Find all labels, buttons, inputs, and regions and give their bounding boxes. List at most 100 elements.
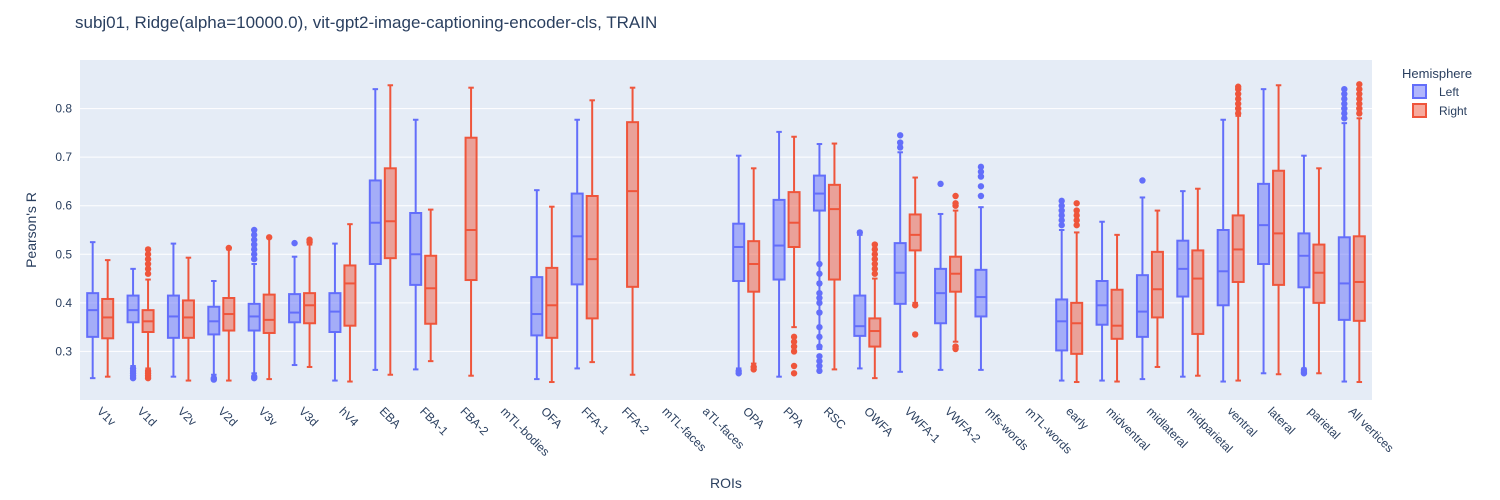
x-tick-label: V3d xyxy=(296,404,321,429)
x-tick-label: PPA xyxy=(780,404,806,430)
x-tick-label: V3v xyxy=(256,404,281,429)
box-iqr xyxy=(343,264,357,327)
outlier-point xyxy=(790,333,798,341)
outlier-point xyxy=(1139,177,1146,184)
x-tick-label: OFA xyxy=(538,404,565,431)
x-tick-label: hV4 xyxy=(336,404,361,429)
box-left xyxy=(409,118,423,371)
outlier-point xyxy=(250,236,258,243)
box-iqr xyxy=(747,240,761,293)
box-right xyxy=(303,236,317,368)
outlier-point xyxy=(952,343,959,350)
outlier-point xyxy=(1341,110,1348,117)
outlier-point xyxy=(871,265,879,273)
box-left xyxy=(86,241,100,380)
box-iqr xyxy=(732,222,746,282)
outlier-point xyxy=(1058,207,1065,214)
outlier-point xyxy=(871,251,879,258)
y-axis-ticks: 0.3 0.4 0.5 0.6 0.7 0.8 xyxy=(55,102,72,359)
outlier-point xyxy=(1058,217,1065,224)
outlier-point xyxy=(1300,366,1308,374)
box-iqr xyxy=(1095,280,1109,326)
outlier-point xyxy=(816,270,823,277)
outlier-point xyxy=(1073,200,1080,207)
outlier-point xyxy=(816,343,823,350)
outlier-point xyxy=(816,362,823,370)
outlier-point xyxy=(1341,105,1348,112)
outlier-point xyxy=(977,168,985,175)
box-left xyxy=(772,130,786,378)
outlier-point xyxy=(1341,100,1348,107)
box-iqr xyxy=(409,212,423,286)
box-iqr xyxy=(181,299,195,339)
outlier-point xyxy=(790,362,798,370)
outlier-point xyxy=(816,280,823,287)
box-right xyxy=(545,205,559,384)
box-iqr xyxy=(1216,229,1230,307)
box-iqr xyxy=(262,293,276,334)
box-iqr xyxy=(827,183,841,281)
outlier-point xyxy=(1356,85,1363,93)
outlier-point xyxy=(952,200,959,207)
box-right xyxy=(1231,83,1245,382)
outlier-point xyxy=(1341,115,1348,122)
y-tick-label: 0.6 xyxy=(55,199,72,213)
x-tick-label: FBA-2 xyxy=(457,404,491,438)
x-tick-label: FBA-1 xyxy=(417,404,451,438)
box-iqr xyxy=(585,195,599,320)
x-tick-label: ventral xyxy=(1225,404,1260,439)
box-left xyxy=(1135,177,1149,381)
outlier-point xyxy=(250,373,258,380)
box-right xyxy=(787,135,801,377)
outlier-point xyxy=(911,302,919,309)
x-axis-title: ROIs xyxy=(710,475,742,491)
box-right xyxy=(464,86,478,377)
outlier-point xyxy=(250,251,258,258)
legend-item-right[interactable]: Right xyxy=(1412,103,1468,118)
outlier-point xyxy=(144,367,152,375)
box-left xyxy=(1055,197,1069,382)
outlier-point xyxy=(790,338,798,345)
box-iqr xyxy=(303,292,317,325)
outlier-point xyxy=(250,226,258,234)
box-left xyxy=(1176,190,1190,378)
box-iqr xyxy=(868,317,882,348)
box-iqr xyxy=(126,294,140,324)
outlier-point xyxy=(977,192,985,200)
outlier-point xyxy=(1058,197,1065,205)
x-tick-label: V1v xyxy=(94,404,119,429)
box-left xyxy=(530,189,544,381)
outlier-point xyxy=(129,365,137,372)
box-left xyxy=(570,118,584,370)
box-iqr xyxy=(1337,236,1351,321)
box-left xyxy=(126,267,140,382)
outlier-point xyxy=(306,236,313,243)
box-iqr xyxy=(1135,274,1149,338)
outlier-point xyxy=(816,367,823,375)
box-iqr xyxy=(787,191,801,249)
box-left xyxy=(974,163,988,371)
x-tick-label: V2d xyxy=(215,404,240,429)
outlier-point xyxy=(144,265,152,273)
outlier-point xyxy=(1356,81,1363,88)
box-right xyxy=(1352,81,1366,384)
outlier-point xyxy=(144,255,152,263)
box-left xyxy=(1297,154,1311,377)
box-left xyxy=(247,226,261,382)
box-iqr xyxy=(934,267,948,325)
x-tick-label: V2v xyxy=(175,404,200,429)
box-right xyxy=(827,142,841,371)
box-right xyxy=(908,176,922,338)
x-tick-label: OPA xyxy=(740,404,767,431)
legend-item-left[interactable]: Left xyxy=(1412,84,1460,99)
box-left xyxy=(368,88,382,371)
outlier-point xyxy=(790,348,798,355)
outlier-point xyxy=(937,180,944,188)
outlier-point xyxy=(1058,212,1065,219)
y-tick-label: 0.4 xyxy=(55,296,72,310)
x-tick-label: OWFA xyxy=(861,404,896,439)
chart-title: subj01, Ridge(alpha=10000.0), vit-gpt2-i… xyxy=(75,13,658,32)
legend-label-left: Left xyxy=(1439,85,1460,99)
outlier-point xyxy=(1356,90,1363,98)
outlier-point xyxy=(977,173,985,180)
